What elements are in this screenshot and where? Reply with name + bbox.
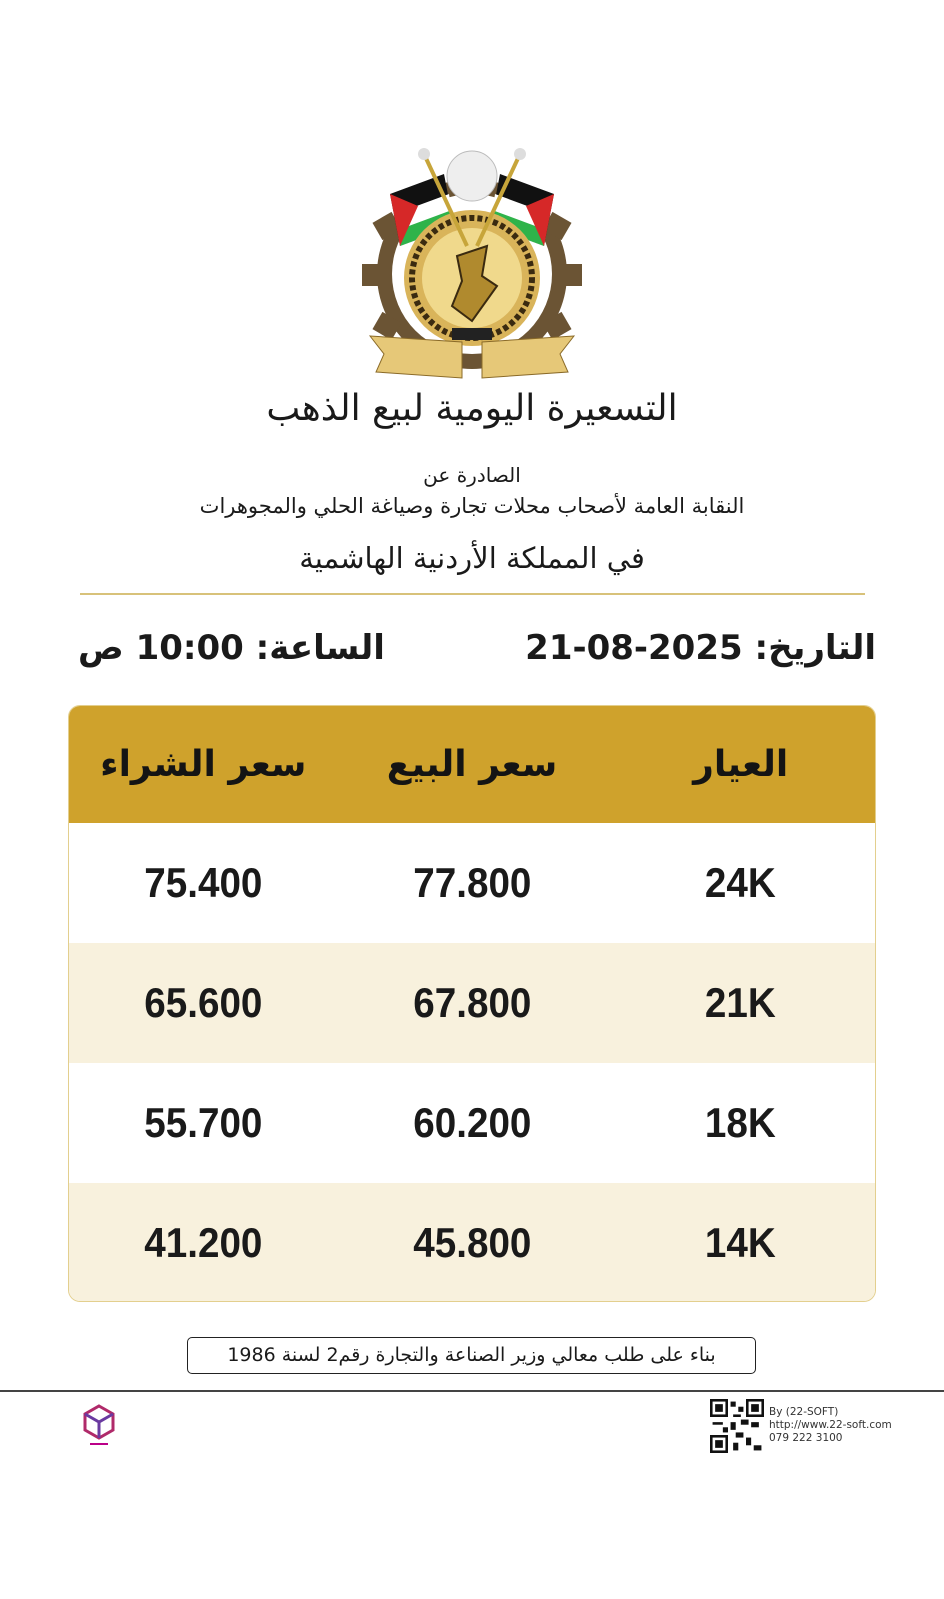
buy-price-cell: 65.600 (144, 979, 263, 1026)
table-row: 21K 67.800 65.600 (69, 943, 875, 1063)
karat-cell: 24K (705, 859, 777, 906)
buy-price-cell: 41.200 (144, 1219, 263, 1266)
column-header-karat: العيار (693, 744, 789, 785)
sell-price-cell: 60.200 (412, 1099, 532, 1146)
date-label: التاريخ: (754, 628, 876, 668)
table-row: 14K 45.800 41.200 (69, 1183, 875, 1301)
column-header-buy-price: سعر الشراء (100, 744, 307, 785)
credits-url[interactable]: http://www.22-soft.com (769, 1419, 892, 1431)
credits-phone: 079 222 3100 (769, 1432, 843, 1444)
buy-price-cell: 55.700 (144, 1099, 263, 1146)
page-title: التسعيرة اليومية لبيع الذهب (266, 388, 678, 429)
syndicate-logo (362, 148, 582, 379)
22-soft-logo (83, 1404, 115, 1445)
qr-code[interactable] (710, 1399, 764, 1453)
kingdom-name: في المملكة الأردنية الهاشمية (299, 541, 645, 575)
sell-price-cell: 67.800 (412, 979, 532, 1026)
gold-price-table: العيار سعر البيع سعر الشراء 24K 77.800 7… (68, 705, 876, 1302)
legal-note: بناء على طلب معالي وزير الصناعة والتجارة… (187, 1337, 756, 1374)
table-row: 24K 77.800 75.400 (69, 823, 875, 943)
column-header-sell-price: سعر البيع (386, 744, 558, 785)
union-name: النقابة العامة لأصحاب محلات تجارة وصياغة… (199, 494, 745, 518)
table-row: 18K 60.200 55.700 (69, 1063, 875, 1183)
karat-cell: 18K (705, 1099, 777, 1146)
buy-price-cell: 75.400 (144, 859, 263, 906)
issued-by-label: الصادرة عن (423, 463, 521, 487)
gold-divider (80, 593, 865, 595)
footer-divider (0, 1390, 944, 1392)
table-header: العيار سعر البيع سعر الشراء (69, 706, 875, 823)
karat-cell: 21K (705, 979, 777, 1026)
date-value: 21-08-2025 (525, 628, 743, 668)
time-label: الساعة: (255, 628, 385, 668)
sell-price-cell: 45.800 (412, 1219, 532, 1266)
karat-cell: 14K (705, 1219, 777, 1266)
date-field: التاريخ: 21-08-2025 (525, 628, 876, 668)
time-value: 10:00 ص (78, 628, 244, 668)
time-field: الساعة: 10:00 ص (78, 628, 385, 668)
developer-credits: By (22-SOFT) http://www.22-soft.com 079 … (769, 1406, 892, 1445)
sell-price-cell: 77.800 (412, 859, 532, 906)
credits-by: By (22-SOFT) (769, 1406, 839, 1418)
